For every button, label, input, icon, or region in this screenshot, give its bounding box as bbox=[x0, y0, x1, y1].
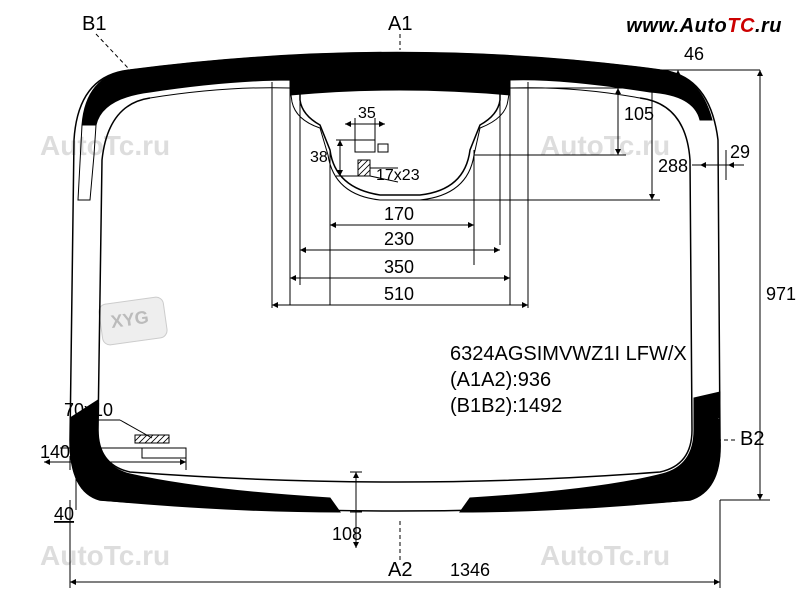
sensor-rect-1 bbox=[355, 140, 375, 152]
dim-288: 288 bbox=[658, 156, 688, 176]
label-a1: A1 bbox=[388, 13, 412, 35]
dim-105: 105 bbox=[624, 104, 654, 124]
dim-510: 510 bbox=[384, 284, 414, 304]
label-a2: A2 bbox=[388, 559, 412, 581]
dim-971: 971 bbox=[766, 284, 796, 304]
dim-170: 170 bbox=[384, 204, 414, 224]
sensor-rect-2 bbox=[378, 144, 388, 152]
dim-140: 140 bbox=[40, 442, 70, 462]
label-b1: B1 bbox=[82, 13, 106, 35]
vin-hatch bbox=[135, 435, 169, 443]
dim-46: 46 bbox=[684, 44, 704, 64]
diagram-canvas: www.AutoTC.ru AutoTc.ru AutoTc.ru AutoTc… bbox=[0, 0, 800, 600]
dim-35: 35 bbox=[358, 105, 376, 122]
dim-17x23: 17x23 bbox=[376, 167, 420, 184]
frit-left-edge bbox=[78, 125, 96, 200]
dim-70x10: 70x10 bbox=[64, 400, 113, 420]
frit-bottom-right bbox=[460, 402, 720, 512]
dim-1346: 1346 bbox=[450, 560, 490, 580]
vin-window bbox=[142, 448, 186, 458]
sensor-mirror-mount bbox=[358, 160, 370, 176]
label-b2: B2 bbox=[740, 428, 764, 450]
part-code-3: (B1B2):1492 bbox=[450, 395, 562, 417]
diagram-svg: B1 A1 B2 A2 46 105 288 29 971 bbox=[0, 0, 800, 600]
dim-29: 29 bbox=[730, 142, 750, 162]
part-code-2: (A1A2):936 bbox=[450, 369, 551, 391]
dim-350: 350 bbox=[384, 257, 414, 277]
dim-230: 230 bbox=[384, 229, 414, 249]
dim-40: 40 bbox=[54, 504, 74, 524]
dim-38: 38 bbox=[310, 149, 328, 166]
dim-108: 108 bbox=[332, 524, 362, 544]
leader-b1 bbox=[96, 34, 128, 68]
part-code-1: 6324AGSIMVWZ1I LFW/X bbox=[450, 343, 687, 365]
